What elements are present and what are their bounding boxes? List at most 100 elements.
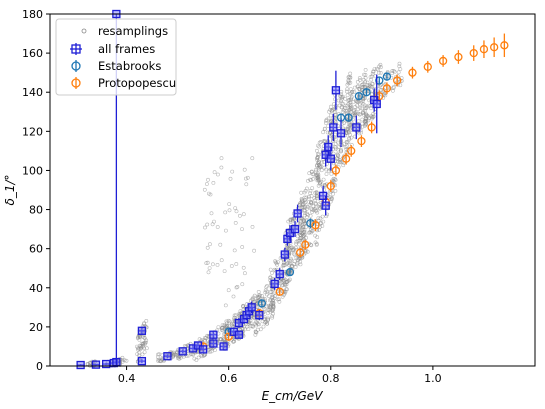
estabrooks-point <box>306 219 315 228</box>
resampling-point <box>371 69 376 74</box>
all-frames-point <box>293 209 302 218</box>
resampling-point <box>321 219 326 224</box>
resampling-point <box>331 191 336 196</box>
resampling-point <box>206 270 211 275</box>
resampling-point <box>205 222 210 227</box>
all-frames-point <box>219 342 228 351</box>
resampling-point <box>315 196 319 200</box>
resampling-point <box>345 82 350 87</box>
resampling-point <box>278 279 283 284</box>
resampling-point <box>292 259 297 264</box>
resampling-point <box>308 213 313 218</box>
resampling-point <box>370 81 375 86</box>
resampling-point <box>346 140 351 145</box>
resampling-point <box>251 295 256 300</box>
resampling-point <box>348 76 353 80</box>
resampling-point <box>316 216 321 221</box>
resampling-point <box>309 206 314 211</box>
all-frames-point <box>234 330 244 339</box>
resampling-point <box>376 70 381 75</box>
x-tick-label: 0.8 <box>322 372 340 385</box>
resampling-point <box>156 359 161 363</box>
resampling-point <box>293 245 298 250</box>
resampling-point <box>374 66 379 71</box>
resampling-point <box>350 90 354 94</box>
resampling-point <box>358 78 363 82</box>
resampling-point <box>341 163 346 168</box>
resampling-point <box>315 152 320 157</box>
resampling-point <box>268 267 273 272</box>
resampling-point <box>268 290 273 295</box>
resampling-point <box>308 191 313 196</box>
resampling-point <box>306 194 311 199</box>
resampling-point <box>211 180 216 185</box>
resampling-point <box>298 220 303 225</box>
y-tick-label: 140 <box>22 86 43 99</box>
resampling-point <box>333 188 338 193</box>
resampling-point <box>261 324 266 329</box>
resampling-point <box>209 211 214 216</box>
resampling-point <box>229 264 234 268</box>
resampling-point <box>186 353 191 358</box>
resampling-point <box>308 188 313 193</box>
resampling-point <box>216 325 221 330</box>
resampling-point <box>360 117 365 122</box>
resampling-point <box>270 308 275 313</box>
resampling-point <box>300 217 305 222</box>
resampling-point <box>244 182 249 187</box>
resampling-point <box>316 174 321 179</box>
estabrooks-point <box>354 91 364 101</box>
resampling-point <box>369 114 373 119</box>
resampling-point <box>319 220 323 225</box>
resampling-point <box>276 297 281 302</box>
resampling-point <box>232 248 237 253</box>
all-frames-point <box>247 303 256 312</box>
resampling-point <box>370 82 375 86</box>
estabrooks-point <box>285 267 295 277</box>
resampling-point <box>315 178 320 183</box>
resampling-point <box>309 178 314 182</box>
resampling-point <box>313 190 318 195</box>
resampling-point <box>243 176 248 181</box>
resampling-point <box>248 298 253 303</box>
resampling-point <box>325 130 330 135</box>
resampling-point <box>292 251 296 256</box>
resampling-point <box>328 113 333 118</box>
resampling-point <box>227 319 232 324</box>
legend-label-resamplings: resamplings <box>98 24 168 38</box>
resampling-point <box>142 346 146 351</box>
resampling-point <box>205 245 210 250</box>
resampling-point <box>301 225 306 229</box>
resampling-point <box>266 316 271 321</box>
resampling-point <box>390 69 395 73</box>
resampling-point <box>142 342 147 347</box>
resampling-point <box>137 337 142 342</box>
resampling-point <box>307 230 311 235</box>
y-tick-label: 60 <box>29 243 43 256</box>
resampling-point <box>329 196 334 201</box>
resampling-point <box>204 182 209 186</box>
resampling-point <box>309 169 314 174</box>
resampling-point <box>300 204 305 209</box>
legend-label-all-frames: all frames <box>98 42 155 56</box>
resampling-point <box>356 111 361 116</box>
all-frames-point <box>290 224 300 234</box>
resampling-point <box>363 68 368 72</box>
resampling-point <box>345 87 350 92</box>
resampling-point <box>372 67 377 72</box>
resampling-point <box>308 200 313 204</box>
resampling-point <box>302 195 307 200</box>
resampling-point <box>219 165 224 170</box>
resampling-point <box>366 103 371 108</box>
resampling-point <box>212 170 217 175</box>
resampling-point <box>349 96 354 101</box>
resampling-point <box>322 183 327 187</box>
resampling-point <box>364 119 369 123</box>
resampling-point <box>370 71 375 76</box>
resampling-point <box>312 196 317 201</box>
resampling-point <box>360 121 365 126</box>
resampling-point <box>258 293 263 298</box>
resampling-point <box>321 177 326 182</box>
resampling-point <box>275 262 280 267</box>
y-tick-label: 0 <box>36 360 43 373</box>
